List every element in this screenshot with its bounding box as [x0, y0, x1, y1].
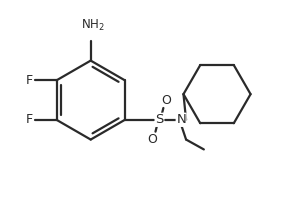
Text: O: O: [148, 133, 158, 146]
Text: S: S: [155, 113, 164, 126]
Text: F: F: [25, 74, 32, 87]
Text: F: F: [25, 113, 32, 126]
Text: O: O: [161, 93, 171, 107]
Text: N: N: [176, 113, 186, 126]
Text: NH$_2$: NH$_2$: [81, 18, 104, 33]
